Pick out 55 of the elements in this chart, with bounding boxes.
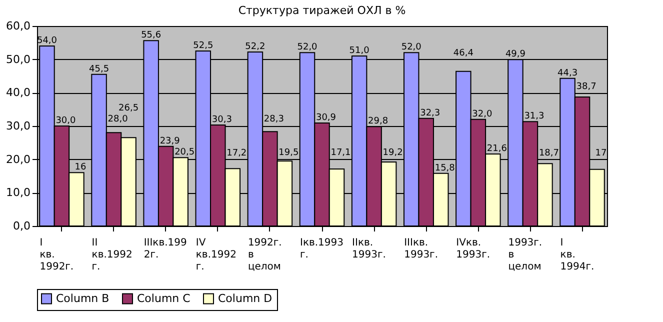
data-label: 32,0 [472,109,492,120]
data-label: 45,5 [89,64,110,74]
x-tick-label: I кв. 1992г. [40,238,74,272]
data-label: 49,9 [505,50,526,60]
data-label: 52,5 [193,41,214,51]
x-tick-label: IVкв. 1993г. [456,238,490,260]
data-label: 52,0 [401,42,422,53]
legend-label: Column B [56,292,110,305]
data-label: 26,5 [118,104,139,114]
data-label: 54,0 [36,36,58,46]
data-label: 19,2 [382,148,403,158]
x-tick-label: IIIкв.1992г. [144,238,187,260]
data-label: 21,6 [486,144,508,154]
data-label: 16 [74,162,86,173]
y-tick-label: 50,0 [6,52,30,66]
data-label: 28,0 [108,114,128,125]
y-tick-label: 20,0 [6,152,30,166]
x-tick-label: II кв.1992 г. [92,238,132,272]
data-label: 19,5 [278,148,299,158]
data-label: 29,8 [368,116,388,127]
data-label: 32,3 [420,108,440,118]
data-label: 17,2 [226,148,247,159]
x-tick-label: IIкв. 1993г. [352,238,386,260]
x-tick-label: Iкв.1993 г. [300,238,344,260]
legend-label: Column C [137,292,191,305]
chart-title: Структура тиражей ОХЛ в % [238,4,406,17]
data-label: 30,0 [56,116,76,126]
data-label: 18,7 [538,148,559,159]
data-label: 23,9 [160,136,180,146]
data-label: 17 [595,148,607,158]
data-label: 52,2 [245,42,266,52]
data-label: 38,7 [576,82,596,92]
data-label: 46,4 [453,48,474,58]
y-tick-label: 60,0 [6,20,30,32]
x-tick-label: IIIкв. 1993г. [404,238,438,260]
x-tick-label: 1992г. в целом [248,238,282,272]
data-label: 17,1 [330,148,351,158]
legend-label: Column D [218,292,272,305]
x-tick-label: I кв. 1994г. [560,238,594,272]
y-tick-label: 30,0 [6,120,30,132]
x-tick-label: IV кв.1992 г. [196,238,236,272]
data-label: 31,3 [524,112,544,122]
data-label: 15,8 [434,163,456,174]
data-label: 51,0 [349,46,370,56]
y-tick-label: 0,0 [13,220,30,232]
data-label: 30,9 [316,113,336,123]
data-label: 52,0 [297,42,318,53]
data-label: 44,3 [558,68,578,78]
y-tick-label: 40,0 [6,86,30,100]
data-label: 30,3 [212,115,232,125]
data-label: 28,3 [264,114,284,125]
data-label: 20,5 [174,148,195,158]
data-label: 55,6 [141,30,162,41]
x-tick-label: 1993г. в целом [508,238,542,272]
y-tick-label: 10,0 [6,186,30,200]
